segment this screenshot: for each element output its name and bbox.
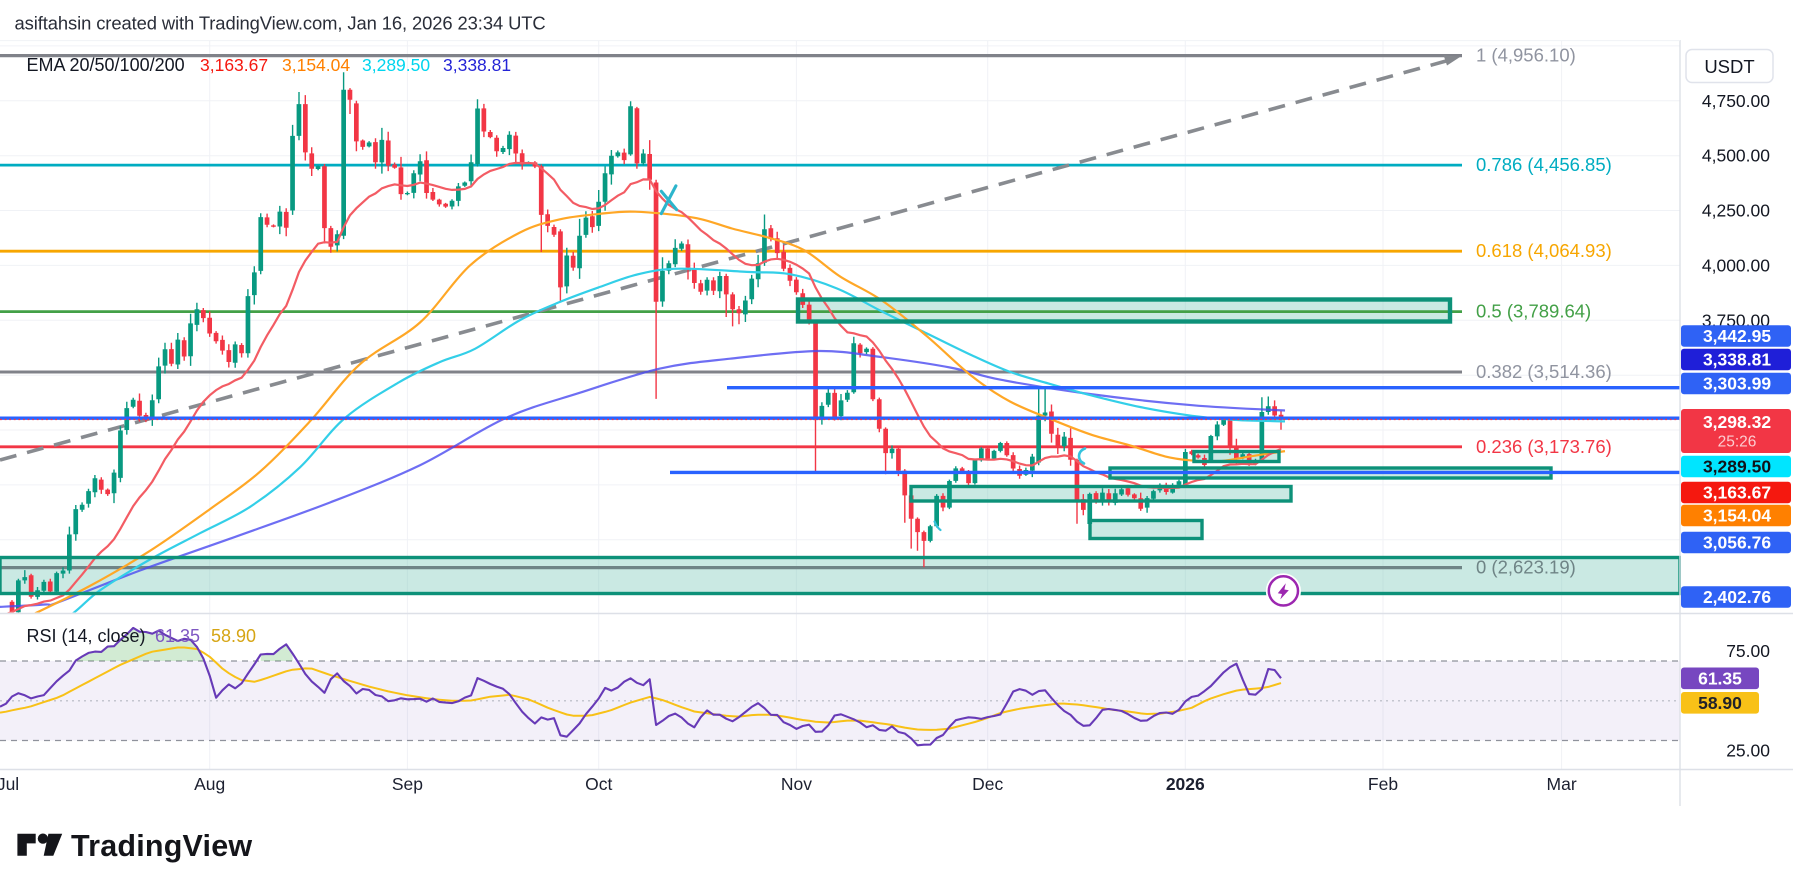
svg-text:25.00: 25.00 — [1726, 740, 1770, 760]
svg-text:2,402.76: 2,402.76 — [1703, 587, 1771, 607]
svg-text:58.90: 58.90 — [1698, 693, 1742, 713]
svg-text:0.5 (3,789.64): 0.5 (3,789.64) — [1476, 301, 1591, 322]
svg-text:Nov: Nov — [781, 774, 812, 794]
svg-text:1 (4,956.10): 1 (4,956.10) — [1476, 45, 1576, 66]
svg-text:3,338.81: 3,338.81 — [1703, 350, 1771, 370]
svg-text:58.90: 58.90 — [211, 626, 256, 646]
svg-text:4,750.00: 4,750.00 — [1702, 91, 1770, 111]
svg-text:Jul: Jul — [0, 774, 19, 794]
svg-text:EMA 20/50/100/200: EMA 20/50/100/200 — [27, 55, 185, 75]
svg-text:3,298.32: 3,298.32 — [1703, 412, 1771, 432]
svg-text:RSI (14, close): RSI (14, close) — [27, 626, 146, 646]
svg-text:2026: 2026 — [1166, 774, 1205, 794]
svg-text:25:26: 25:26 — [1718, 434, 1757, 451]
svg-text:4,000.00: 4,000.00 — [1702, 255, 1770, 275]
svg-text:0 (2,623.19): 0 (2,623.19) — [1476, 557, 1576, 578]
svg-text:3,442.95: 3,442.95 — [1703, 326, 1771, 346]
svg-text:3,163.67: 3,163.67 — [1703, 483, 1771, 503]
svg-text:0.382 (3,514.36): 0.382 (3,514.36) — [1476, 361, 1612, 382]
svg-text:Oct: Oct — [585, 774, 612, 794]
svg-text:0.236 (3,173.76): 0.236 (3,173.76) — [1476, 436, 1612, 457]
svg-text:Mar: Mar — [1547, 774, 1577, 794]
svg-text:USDT: USDT — [1704, 56, 1754, 77]
svg-text:Aug: Aug — [194, 774, 225, 794]
svg-text:3,154.04: 3,154.04 — [1703, 506, 1771, 526]
svg-text:4,250.00: 4,250.00 — [1702, 201, 1770, 221]
svg-text:asiftahsin created with Tradin: asiftahsin created with TradingView.com,… — [15, 13, 546, 34]
svg-text:3,056.76: 3,056.76 — [1703, 533, 1771, 553]
svg-text:3,154.04: 3,154.04 — [282, 55, 350, 75]
svg-text:4,500.00: 4,500.00 — [1702, 146, 1770, 166]
svg-text:0.618 (4,064.93): 0.618 (4,064.93) — [1476, 240, 1612, 261]
svg-text:Sep: Sep — [392, 774, 423, 794]
svg-text:3,289.50: 3,289.50 — [1703, 457, 1771, 477]
svg-text:3,338.81: 3,338.81 — [443, 55, 511, 75]
svg-text:3,163.67: 3,163.67 — [200, 55, 268, 75]
svg-text:3,289.50: 3,289.50 — [362, 55, 430, 75]
svg-text:0.786 (4,456.85): 0.786 (4,456.85) — [1476, 154, 1612, 175]
svg-text:61.35: 61.35 — [155, 626, 200, 646]
svg-text:TradingView: TradingView — [71, 829, 252, 863]
svg-text:75.00: 75.00 — [1726, 641, 1770, 661]
svg-text:Feb: Feb — [1368, 774, 1398, 794]
svg-text:Dec: Dec — [972, 774, 1003, 794]
svg-text:61.35: 61.35 — [1698, 668, 1742, 688]
svg-text:3,303.99: 3,303.99 — [1703, 374, 1771, 394]
